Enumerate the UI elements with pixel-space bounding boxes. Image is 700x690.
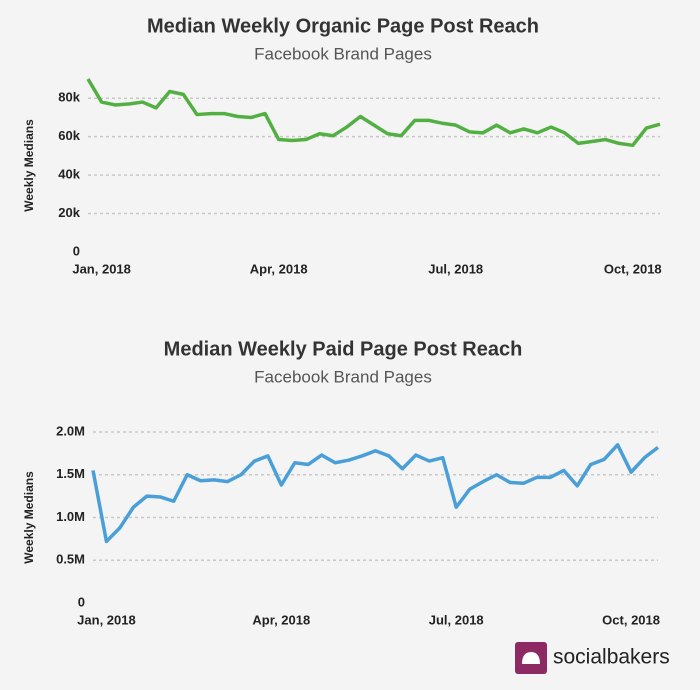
y-tick-label: 0 xyxy=(73,243,80,258)
logo: socialbakers xyxy=(515,642,670,674)
x-tick-label: Apr, 2018 xyxy=(250,261,308,276)
y-tick-label: 1.0M xyxy=(56,509,85,524)
y-axis-label: Weekly Medians xyxy=(22,471,36,564)
y-tick-label: 80k xyxy=(58,90,80,105)
x-tick-label: Jul, 2018 xyxy=(429,612,484,627)
chart-subtitle: Facebook Brand Pages xyxy=(254,44,432,63)
y-tick-label: 20k xyxy=(58,205,80,220)
x-tick-label: Jan, 2018 xyxy=(72,261,131,276)
x-tick-label: Oct, 2018 xyxy=(602,612,660,627)
y-tick-label: 2.0M xyxy=(56,423,85,438)
x-tick-label: Jul, 2018 xyxy=(428,261,483,276)
x-tick-label: Apr, 2018 xyxy=(252,612,310,627)
y-tick-label: 40k xyxy=(58,167,80,182)
y-tick-label: 0.5M xyxy=(56,552,85,567)
x-tick-label: Jan, 2018 xyxy=(77,612,136,627)
y-tick-label: 0 xyxy=(78,594,85,609)
logo-glyph xyxy=(522,652,540,664)
x-tick-label: Oct, 2018 xyxy=(604,261,662,276)
y-axis-label: Weekly Medians xyxy=(22,119,36,212)
chart-subtitle: Facebook Brand Pages xyxy=(254,367,432,386)
chart-title: Median Weekly Organic Page Post Reach xyxy=(147,15,539,37)
chart-title: Median Weekly Paid Page Post Reach xyxy=(164,338,523,360)
line xyxy=(91,443,660,544)
y-tick-label: 1.5M xyxy=(56,466,85,481)
y-tick-label: 60k xyxy=(58,128,80,143)
brand-name: socialbakers xyxy=(553,646,670,669)
line xyxy=(86,78,661,148)
